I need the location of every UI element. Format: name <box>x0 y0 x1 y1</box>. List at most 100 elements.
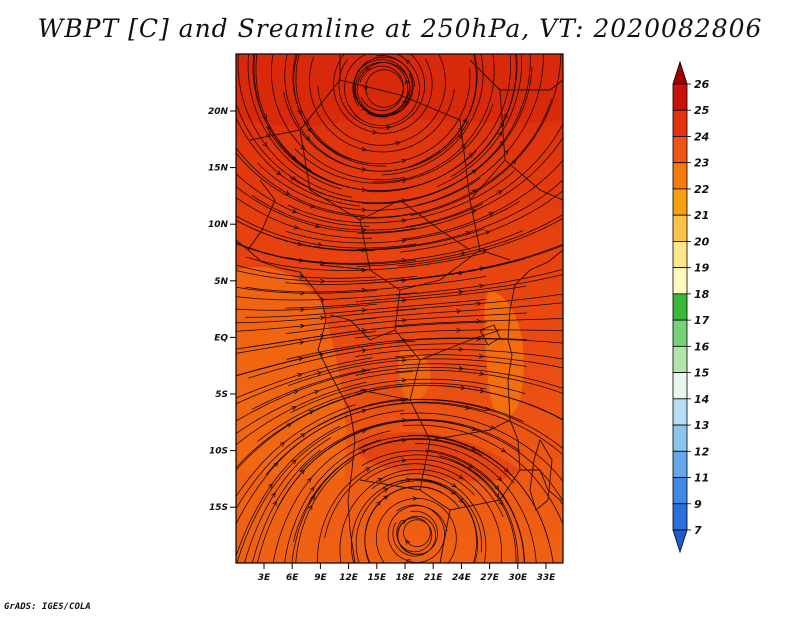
streamline <box>236 425 341 557</box>
lon-label: 3E <box>258 573 271 583</box>
streamline <box>317 454 480 563</box>
streamline-arrow <box>401 458 407 463</box>
streamline-arrow <box>300 307 306 312</box>
streamline-arrow <box>299 340 305 345</box>
streamline-arrow <box>314 223 321 229</box>
streamline <box>236 393 362 471</box>
streamline-arrow <box>401 178 407 184</box>
streamline <box>236 243 417 265</box>
streamline-arrow <box>361 146 367 152</box>
streamline-arrow <box>401 258 407 263</box>
colorbar-label: 25 <box>694 104 710 117</box>
colorbar-label: 13 <box>694 419 710 432</box>
lon-label: 18E <box>396 573 416 583</box>
border-c <box>299 129 471 251</box>
warm-patch-center <box>398 349 431 402</box>
streamline-arrow <box>401 377 407 383</box>
streamline-arrow <box>458 289 464 295</box>
streamline <box>403 424 563 526</box>
streamline-arrow <box>297 241 303 247</box>
lat-label: 5N <box>214 277 228 287</box>
colorbar-label: 20 <box>694 235 710 248</box>
streamline-arrow <box>412 496 418 501</box>
colorbar-label: 12 <box>694 445 710 458</box>
streamline-arrow <box>401 198 407 203</box>
streamline-arrow <box>361 287 367 293</box>
streamline-arrow <box>316 371 323 376</box>
streamline-arrow <box>317 242 323 247</box>
streamline-arrow <box>361 227 367 233</box>
streamline <box>382 54 484 176</box>
colorbar-label: 26 <box>694 78 710 91</box>
streamline-arrow <box>471 446 477 451</box>
lat-label: 5S <box>215 390 228 400</box>
streamline <box>236 382 367 446</box>
streamline-arrow <box>451 482 457 488</box>
colorbar-label: 17 <box>694 314 710 327</box>
colorbar-box <box>672 267 688 295</box>
colorbar-box <box>672 319 688 347</box>
streamline-arrow <box>498 500 503 506</box>
streamline-arrow <box>376 500 382 506</box>
streamline <box>251 449 321 563</box>
colorbar-box <box>672 293 688 321</box>
cool-region-south <box>357 431 520 482</box>
streamline-arrow <box>273 461 279 467</box>
streamline <box>356 402 563 456</box>
streamline <box>284 439 381 563</box>
streamline-arrow <box>460 251 467 256</box>
border-g <box>394 329 501 361</box>
streamline <box>236 173 370 227</box>
streamline <box>366 54 511 193</box>
streamline <box>415 443 537 563</box>
colorbar-label: 18 <box>694 288 710 301</box>
country-borders <box>236 54 563 563</box>
lat-label: 20N <box>208 107 229 117</box>
lon-label: 9E <box>314 573 327 583</box>
streamline-arrow <box>479 371 485 376</box>
streamline-arrow <box>262 142 268 148</box>
border-l <box>439 509 451 563</box>
colorbar-box <box>672 450 688 478</box>
streamline <box>355 367 563 389</box>
border-o <box>499 89 563 201</box>
streamline-arrow <box>405 559 411 563</box>
streamline-arrow <box>291 208 298 214</box>
streamline-arrow <box>476 301 482 307</box>
streamline-arrow <box>401 298 407 303</box>
streamline-arrow <box>401 158 407 164</box>
streamline <box>236 371 413 435</box>
border-m <box>247 179 276 251</box>
lon-label: 33E <box>537 573 557 583</box>
streamline-arrow <box>460 143 466 149</box>
border-f <box>329 289 401 341</box>
streamline-arrow <box>285 190 291 196</box>
streamline-arrow <box>468 152 474 158</box>
streamline <box>355 348 563 360</box>
colorbar-label: 19 <box>694 262 710 275</box>
streamline-arrow <box>484 406 491 411</box>
streamline <box>365 463 502 563</box>
lake-victoria <box>479 324 501 346</box>
streamline <box>438 455 519 563</box>
streamline-arrow <box>383 488 389 493</box>
border-n <box>469 59 563 91</box>
streamline <box>295 54 370 164</box>
lon-label: 24E <box>452 573 472 583</box>
streamline-arrow <box>458 126 463 132</box>
streamline-arrow <box>401 318 407 323</box>
colorbar-box <box>672 241 688 269</box>
streamline-arrow <box>471 209 477 214</box>
streamline <box>395 354 563 369</box>
map-frame <box>235 53 564 564</box>
streamline-arrow <box>293 225 300 230</box>
streamline-arrow <box>503 112 508 119</box>
streamline-arrow <box>377 477 383 483</box>
streamline-arrow <box>458 366 464 371</box>
streamline <box>450 54 518 178</box>
streamline <box>236 398 409 510</box>
streamline-arrow <box>361 308 367 313</box>
streamline-arrow <box>265 132 271 139</box>
streamline-arrow <box>385 125 392 131</box>
streamline-arrow <box>401 337 407 343</box>
